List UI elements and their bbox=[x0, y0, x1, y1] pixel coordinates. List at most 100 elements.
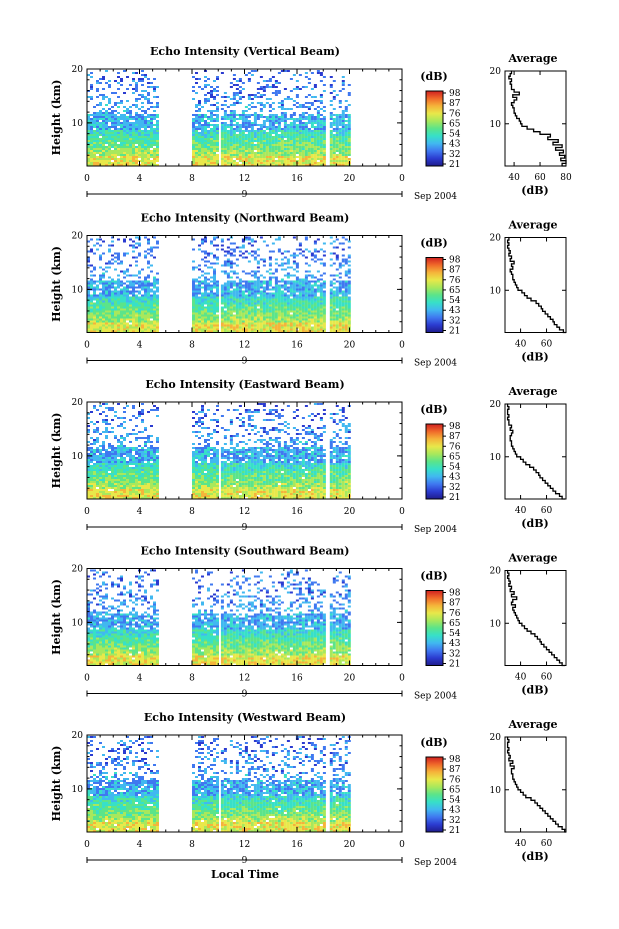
heatmap-cell bbox=[307, 162, 311, 164]
heatmap-cell bbox=[310, 96, 314, 98]
profile-point bbox=[565, 165, 567, 167]
heatmap-cell bbox=[322, 148, 326, 150]
heatmap-cell bbox=[201, 136, 204, 138]
heatmap-cell bbox=[280, 154, 284, 156]
heatmap-cell bbox=[204, 272, 207, 275]
heatmap-cell bbox=[201, 306, 204, 309]
heatmap-cell bbox=[247, 120, 251, 122]
heatmap-cell bbox=[232, 270, 236, 273]
heatmap-cell bbox=[111, 298, 114, 301]
heatmap-cell bbox=[138, 286, 141, 289]
heatmap-cell bbox=[141, 90, 144, 92]
heatmap-cell bbox=[111, 240, 114, 243]
heatmap-cell bbox=[99, 266, 102, 269]
heatmap-cell bbox=[307, 142, 311, 144]
heatmap-cell bbox=[223, 272, 227, 275]
heatmap-cell bbox=[316, 132, 320, 134]
heatmap-cell bbox=[347, 132, 351, 134]
heatmap-cell bbox=[329, 264, 333, 267]
heatmap-cell bbox=[96, 128, 99, 130]
heatmap-cell bbox=[295, 132, 299, 134]
heatmap-cell bbox=[198, 162, 201, 164]
heatmap-cell bbox=[141, 164, 144, 166]
heatmap-cell bbox=[150, 136, 153, 138]
heatmap-cell bbox=[123, 128, 126, 130]
heatmap-cell bbox=[289, 126, 293, 128]
heatmap-cell bbox=[93, 282, 96, 285]
heatmap-cell bbox=[135, 132, 138, 134]
heatmap-cell bbox=[96, 316, 99, 319]
heatmap-cell bbox=[126, 284, 129, 287]
heatmap-cell bbox=[195, 150, 198, 152]
heatmap-cell bbox=[213, 262, 216, 265]
heatmap-cell bbox=[332, 140, 336, 142]
heatmap-cell bbox=[256, 156, 260, 158]
heatmap-cell bbox=[135, 280, 138, 283]
heatmap-cell bbox=[259, 308, 263, 311]
heatmap-cell bbox=[259, 292, 263, 295]
heatmap-cell bbox=[204, 302, 207, 305]
heatmap-cell bbox=[126, 322, 129, 325]
heatmap-cell bbox=[283, 164, 287, 166]
heatmap-cell bbox=[280, 138, 284, 140]
heatmap-cell bbox=[271, 164, 275, 166]
heatmap-cell bbox=[213, 310, 216, 313]
heatmap-cell bbox=[153, 110, 156, 112]
heatmap-cell bbox=[295, 120, 299, 122]
heatmap-cell bbox=[238, 86, 242, 88]
heatmap-cell bbox=[132, 302, 135, 305]
heatmap-cell bbox=[198, 144, 201, 146]
heatmap-cell bbox=[135, 136, 138, 138]
heatmap-cell bbox=[120, 262, 123, 265]
heatmap-cell bbox=[138, 80, 141, 82]
heatmap-cell bbox=[138, 154, 141, 156]
heatmap-cell bbox=[87, 290, 90, 293]
heatmap-cell bbox=[126, 108, 129, 110]
heatmap-cell bbox=[244, 328, 248, 331]
heatmap-cell bbox=[289, 290, 293, 293]
heatmap-cell bbox=[268, 264, 272, 267]
heatmap-cell bbox=[283, 162, 287, 164]
heatmap-cell bbox=[90, 146, 93, 148]
heatmap-cell bbox=[150, 328, 153, 331]
heatmap-cell bbox=[153, 310, 156, 313]
heatmap-cell bbox=[204, 290, 207, 293]
heatmap-cell bbox=[232, 92, 236, 94]
heatmap-cell bbox=[117, 144, 120, 146]
heatmap-cell bbox=[247, 160, 251, 162]
heatmap-cell bbox=[108, 150, 111, 152]
heatmap-cell bbox=[153, 152, 156, 154]
heatmap-cell bbox=[147, 322, 150, 325]
heatmap-cell bbox=[238, 254, 242, 257]
heatmap-cell bbox=[256, 144, 260, 146]
heatmap-cell bbox=[332, 162, 336, 164]
heatmap-cell bbox=[344, 130, 348, 132]
profile-y-tick-label: 10 bbox=[490, 120, 502, 130]
heatmap-cell bbox=[87, 74, 90, 76]
heatmap-cell bbox=[298, 116, 302, 118]
heatmap-cell bbox=[108, 308, 111, 311]
heatmap-cell bbox=[144, 116, 147, 118]
profile-point bbox=[510, 271, 513, 273]
heatmap-cell bbox=[256, 278, 260, 281]
heatmap-cell bbox=[277, 82, 281, 84]
heatmap-cell bbox=[153, 154, 156, 156]
heatmap-cell bbox=[262, 308, 266, 311]
heatmap-cell bbox=[102, 403, 105, 405]
heatmap-cell bbox=[262, 324, 266, 327]
heatmap-cell bbox=[204, 296, 207, 299]
heatmap-cell bbox=[301, 128, 305, 130]
heatmap-cell bbox=[304, 312, 308, 315]
heatmap-cell bbox=[207, 254, 210, 257]
heatmap-cell bbox=[319, 162, 323, 164]
heatmap-cell bbox=[250, 158, 254, 160]
heatmap-cell bbox=[213, 120, 216, 122]
heatmap-cell bbox=[138, 306, 141, 309]
heatmap-cell bbox=[144, 134, 147, 136]
heatmap-cell bbox=[123, 130, 126, 132]
heatmap-cell bbox=[265, 102, 269, 104]
heatmap-cell bbox=[283, 316, 287, 319]
heatmap-cell bbox=[198, 134, 201, 136]
heatmap-cell bbox=[114, 102, 117, 104]
heatmap-cell bbox=[332, 158, 336, 160]
